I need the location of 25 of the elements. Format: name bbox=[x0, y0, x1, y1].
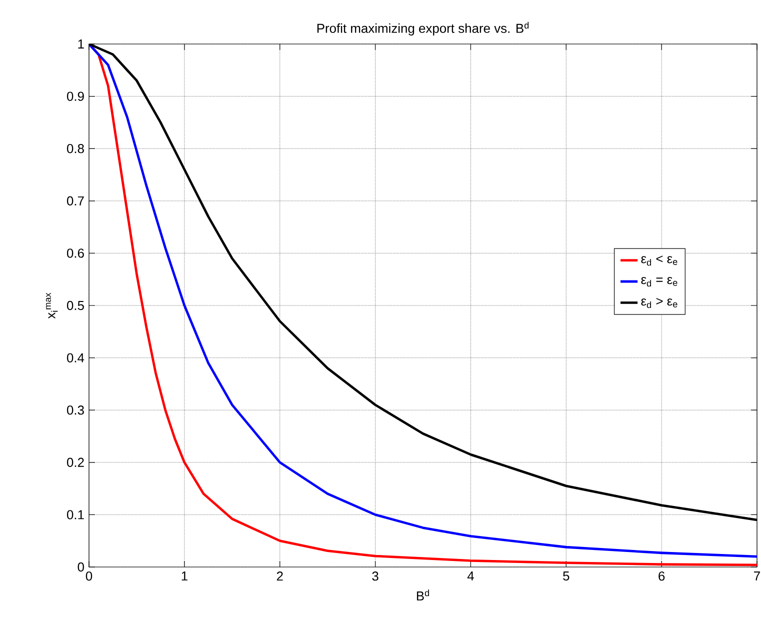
x-tick-label: 3 bbox=[372, 572, 378, 581]
x-axis-title: B$^{d}$ bbox=[416, 590, 430, 600]
y-tick-label: 0.7 bbox=[66, 196, 84, 206]
legend-label: ε$_{d}$ < ε$_{e}$ bbox=[641, 256, 678, 266]
y-tick-label: 0.2 bbox=[66, 458, 84, 467]
y-axis-title: x$_{i}$max bbox=[46, 292, 58, 319]
x-tick-label: 0 bbox=[86, 572, 92, 581]
y-tick-label: 0 bbox=[78, 562, 84, 572]
y-tick-label: 0.6 bbox=[66, 248, 84, 258]
y-tick-label: 0.3 bbox=[66, 406, 84, 415]
x-tick-label: 6 bbox=[658, 572, 665, 581]
x-tick-label: 1 bbox=[182, 572, 188, 580]
legend-label: ε$_{d}$ = ε$_{e}$ bbox=[641, 277, 678, 287]
x-tick-label: 2 bbox=[276, 572, 283, 581]
x-tick-label: 4 bbox=[467, 572, 474, 580]
y-tick-label: 1 bbox=[78, 40, 84, 48]
x-tick-label: 7 bbox=[754, 572, 760, 580]
y-tick-label: 0.5 bbox=[66, 300, 84, 310]
y-tick-label: 0.8 bbox=[66, 144, 84, 154]
legend-label: ε$_{d}$ > ε$_{e}$ bbox=[641, 298, 678, 308]
y-tick-label: 0.4 bbox=[66, 353, 84, 362]
y-tick-label: 0.1 bbox=[66, 510, 84, 520]
y-tick-label: 0.9 bbox=[66, 92, 84, 101]
chart-title: Profit maximizing export share vs. B$^{d}$ bbox=[317, 22, 529, 36]
x-tick-label: 5 bbox=[563, 572, 570, 581]
